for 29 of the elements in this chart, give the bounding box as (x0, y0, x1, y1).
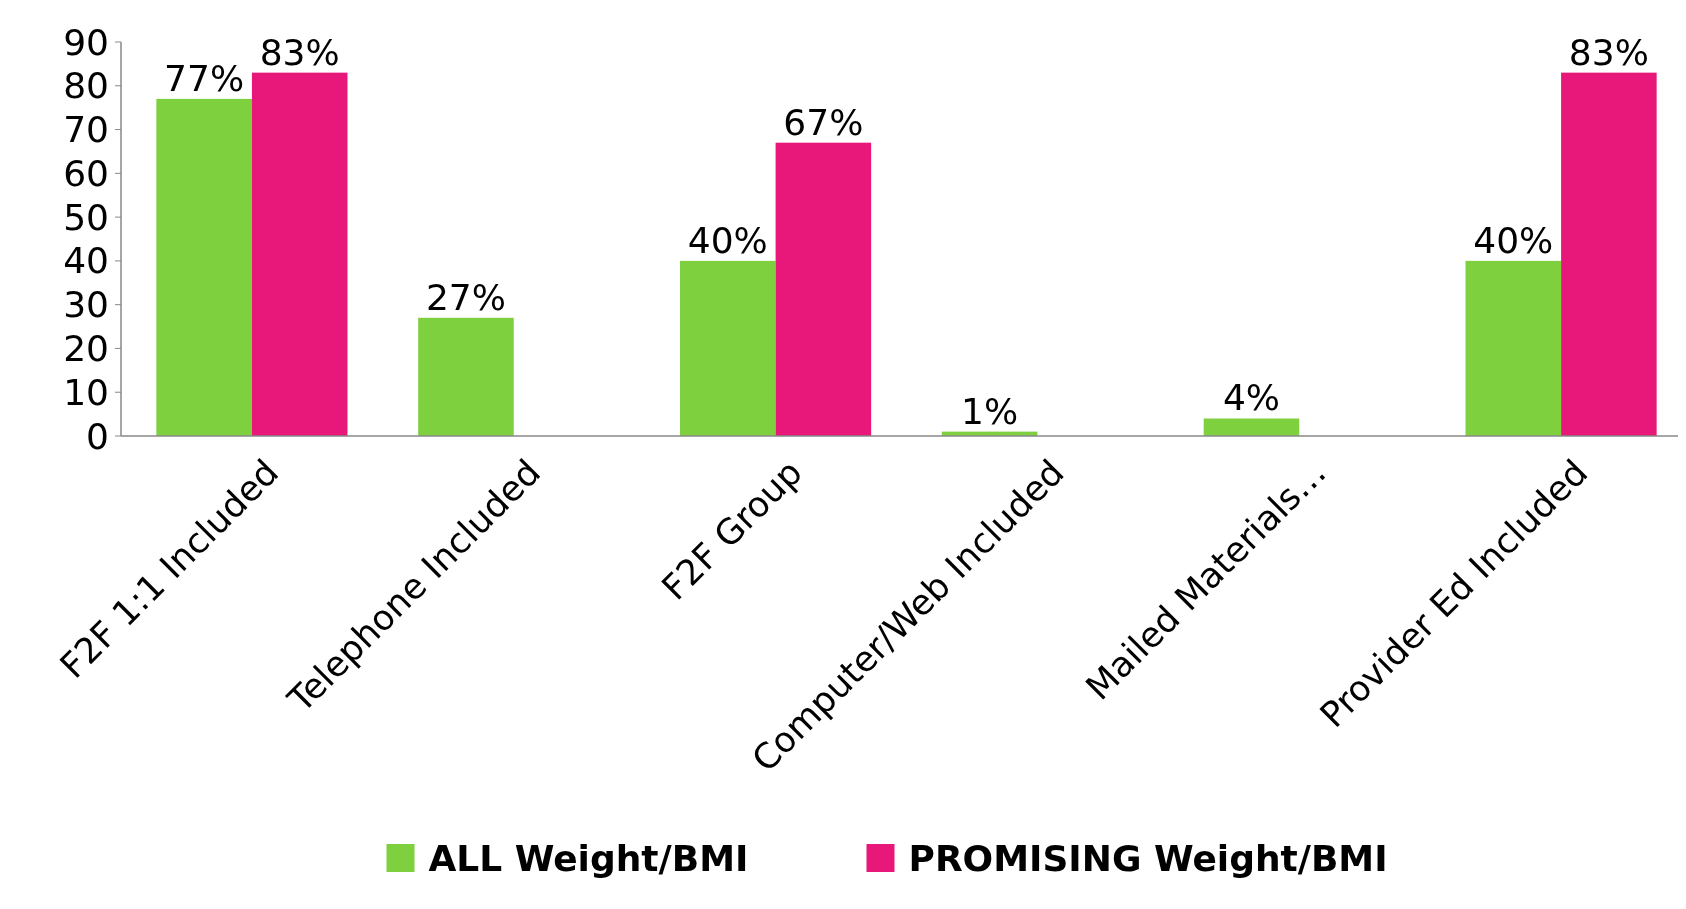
data-label: 83% (259, 31, 340, 73)
y-tick-label: 0 (86, 415, 109, 457)
data-label: 67% (783, 101, 864, 143)
data-label: 1% (961, 390, 1019, 432)
data-label: 40% (687, 219, 768, 261)
y-tick-label: 60 (63, 152, 109, 194)
bar (1465, 260, 1562, 436)
data-label: 40% (1473, 219, 1554, 261)
y-tick-label: 50 (63, 196, 109, 238)
bar (1203, 418, 1300, 436)
legend-label: PROMISING Weight/BMI (908, 837, 1388, 879)
legend-label: ALL Weight/BMI (428, 837, 749, 879)
y-tick-label: 90 (63, 21, 109, 63)
y-tick-label: 30 (63, 284, 109, 326)
bar (1561, 72, 1657, 436)
data-label: 27% (425, 276, 506, 318)
bar (680, 260, 776, 436)
y-tick-label: 40 (63, 240, 109, 282)
y-tick-label: 10 (63, 371, 109, 413)
bar (156, 98, 252, 436)
bar (418, 317, 514, 436)
bar (775, 142, 872, 436)
y-tick-label: 20 (63, 328, 109, 370)
y-tick-label: 80 (63, 65, 109, 107)
y-tick-label: 70 (63, 109, 109, 151)
data-label: 4% (1222, 377, 1281, 419)
data-label: 83% (1568, 31, 1649, 73)
data-label: 77% (164, 57, 245, 99)
bar (251, 72, 348, 436)
